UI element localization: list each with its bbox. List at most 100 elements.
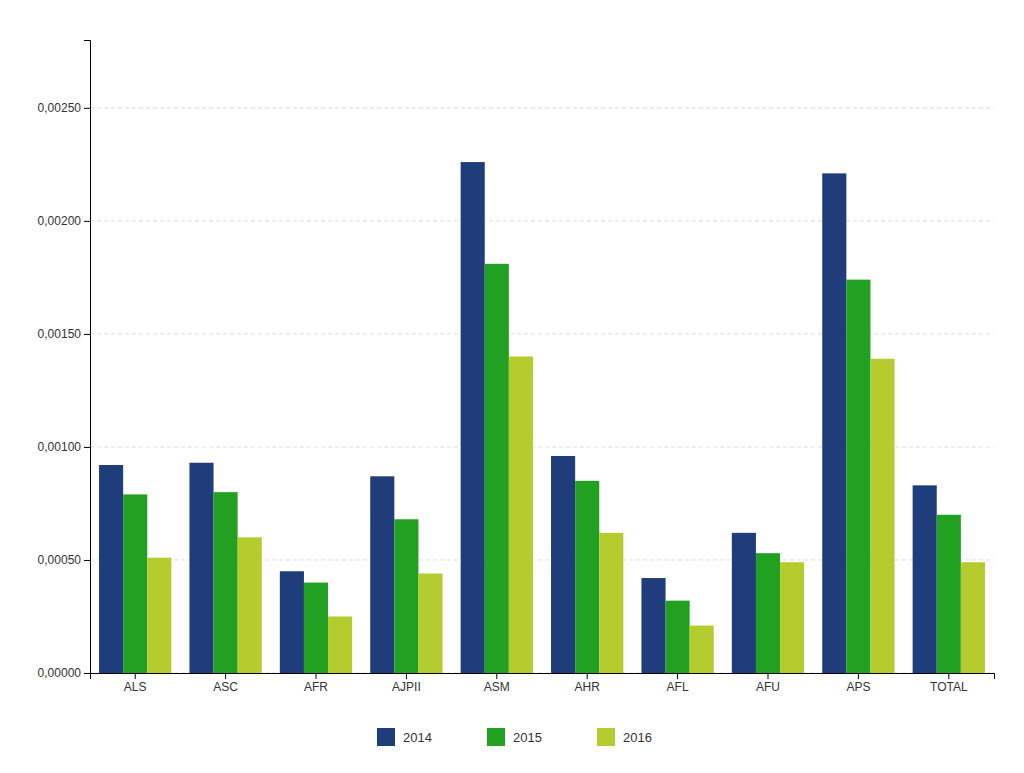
legend-swatch [597,728,615,746]
bar [870,359,894,673]
x-tick-label: ASC [213,680,238,694]
bar [780,562,804,673]
legend-item: 2016 [597,728,652,746]
x-tick-label: APS [846,680,870,694]
y-tick: 0,00250 [38,101,90,115]
bar [394,519,418,673]
y-tick: 0,00200 [38,214,90,228]
bar [280,571,304,673]
bar [485,264,509,673]
grid-line [90,220,994,221]
y-axis: 0,00000 0,00050 0,00100 0,00150 0,00200 0,002… [38,41,91,681]
bar [690,626,714,673]
x-tick-label: AHR [575,680,601,694]
y-tick-mark [84,673,90,674]
bar [304,583,328,673]
x-tick: AFL [667,673,689,694]
bar [189,463,213,673]
x-axis-line [91,674,995,680]
x-tick-label: ASM [484,680,510,694]
x-tick-mark [948,673,949,679]
y-tick: 0,00000 [38,666,90,680]
legend-swatch [377,728,395,746]
x-tick: AHR [575,673,601,694]
y-tick: 0,00050 [38,553,90,567]
y-tick-mark [84,447,90,448]
x-tick: ASC [213,673,238,694]
bar [147,558,171,673]
grid [90,108,994,673]
legend-item: 2014 [377,728,432,746]
y-tick-label: 0,00100 [38,440,82,454]
bar [641,578,665,673]
y-tick-label: 0,00000 [38,666,82,680]
bar [732,533,756,673]
y-tick-label: 0,00200 [38,214,82,228]
legend-label: 2015 [513,730,542,745]
x-tick-mark [496,673,497,679]
x-tick-label: AJPII [392,680,421,694]
x-tick-mark [225,673,226,679]
x-tick-label: TOTAL [930,680,968,694]
x-tick-mark [858,673,859,679]
bar [214,492,238,673]
bar [418,574,442,673]
legend-label: 2014 [403,730,432,745]
bars [99,162,985,673]
legend: 2014 2015 2016 [377,728,652,746]
y-tick-label: 0,00050 [38,553,82,567]
x-tick: AFU [756,673,780,694]
bar [509,357,533,674]
bar [846,280,870,673]
x-tick: ASM [484,673,510,694]
x-tick-mark [316,673,317,679]
bar [666,601,690,673]
x-tick-mark [587,673,588,679]
y-tick-label: 0,00150 [38,327,82,341]
x-tick: APS [846,673,870,694]
y-tick-label: 0,00250 [38,101,82,115]
x-tick-label: AFL [667,680,689,694]
x-tick-mark [135,673,136,679]
grid-line [90,107,994,108]
bar-series [123,264,961,673]
y-tick-mark [84,334,90,335]
y-axis-line [84,41,91,674]
bar [123,494,147,673]
bar [461,162,485,673]
bar [328,616,352,673]
x-tick-mark [406,673,407,679]
bar [238,537,262,673]
x-tick-label: AFU [756,680,780,694]
bar [551,456,575,673]
bar [370,476,394,673]
x-tick-mark [768,673,769,679]
y-tick-mark [84,560,90,561]
legend-item: 2015 [487,728,542,746]
x-tick: TOTAL [930,673,968,694]
legend-swatch [487,728,505,746]
x-axis: ALS ASC AFR AJPII ASM AHR AFL AFU APS TOTAL [91,673,995,694]
bar [822,173,846,673]
bar-series [99,162,937,673]
x-tick-mark [677,673,678,679]
x-tick: AFR [304,673,328,694]
bar-series [147,357,985,674]
bar [913,485,937,673]
bar [575,481,599,673]
bar [937,515,961,673]
y-tick-mark [84,108,90,109]
x-tick-label: AFR [304,680,328,694]
x-tick-label: ALS [124,680,147,694]
y-tick-mark [84,221,90,222]
x-tick: AJPII [392,673,421,694]
bar [961,562,985,673]
bar [756,553,780,673]
y-tick: 0,00150 [38,327,90,341]
chart: ALS ASC AFR AJPII ASM AHR AFL AFU APS TOTAL 0,0000… [0,0,1024,773]
y-tick: 0,00100 [38,440,90,454]
bar [599,533,623,673]
x-tick: ALS [124,673,147,694]
bar [99,465,123,673]
legend-label: 2016 [623,730,652,745]
